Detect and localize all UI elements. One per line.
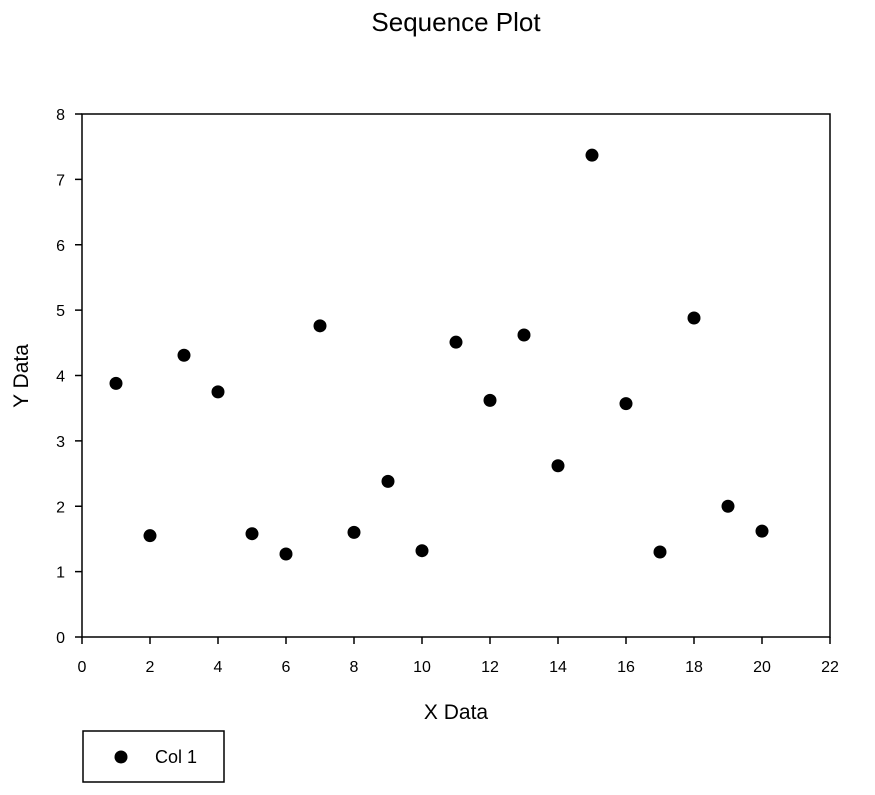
data-point xyxy=(347,525,361,539)
y-axis: 0 1 2 3 4 5 6 7 8 xyxy=(56,107,82,647)
x-tick-label: 10 xyxy=(413,659,431,676)
legend-marker-col-1 xyxy=(114,750,128,764)
x-tick-label: 14 xyxy=(549,659,567,676)
y-tick-label: 8 xyxy=(56,107,65,124)
y-tick-label: 7 xyxy=(56,172,65,189)
y-tick-label: 3 xyxy=(56,434,65,451)
y-tick-label: 2 xyxy=(56,499,65,516)
data-point xyxy=(619,397,633,411)
data-point xyxy=(721,499,735,513)
x-tick-label: 4 xyxy=(214,659,223,676)
x-tick-label: 0 xyxy=(78,659,87,676)
data-point xyxy=(517,328,531,342)
x-tick-label: 16 xyxy=(617,659,635,676)
data-point xyxy=(211,385,225,399)
series-col-1 xyxy=(109,148,769,561)
y-tick-label: 6 xyxy=(56,238,65,255)
x-tick-label: 18 xyxy=(685,659,703,676)
data-point xyxy=(483,393,497,407)
data-point xyxy=(755,524,769,538)
y-tick-label: 4 xyxy=(56,369,65,386)
x-tick-label: 12 xyxy=(481,659,499,676)
data-point xyxy=(687,311,701,325)
y-axis-label: Y Data xyxy=(10,344,33,408)
chart-title: Sequence Plot xyxy=(371,7,541,37)
legend-label-col-1: Col 1 xyxy=(155,747,197,767)
x-tick-label: 22 xyxy=(821,659,839,676)
data-point xyxy=(449,335,463,349)
data-point xyxy=(143,529,157,543)
y-tick-label: 1 xyxy=(56,565,65,582)
x-tick-label: 6 xyxy=(282,659,291,676)
y-tick-label: 5 xyxy=(56,303,65,320)
data-point xyxy=(551,459,565,473)
data-point xyxy=(245,527,259,541)
data-point xyxy=(585,148,599,162)
x-tick-label: 8 xyxy=(350,659,359,676)
plot-area-frame xyxy=(81,113,831,638)
data-point xyxy=(415,544,429,558)
x-axis: 0 2 4 6 8 10 12 14 16 18 20 22 xyxy=(78,637,839,676)
data-point xyxy=(313,319,327,333)
x-tick-label: 2 xyxy=(146,659,155,676)
legend: Col 1 xyxy=(82,730,225,783)
data-point xyxy=(177,348,191,362)
x-tick-label: 20 xyxy=(753,659,771,676)
data-point xyxy=(653,545,667,559)
legend-box xyxy=(82,730,225,783)
x-axis-label: X Data xyxy=(424,701,489,724)
data-point xyxy=(109,376,123,390)
data-point xyxy=(279,547,293,561)
y-tick-label: 0 xyxy=(56,630,65,647)
data-point xyxy=(381,474,395,488)
